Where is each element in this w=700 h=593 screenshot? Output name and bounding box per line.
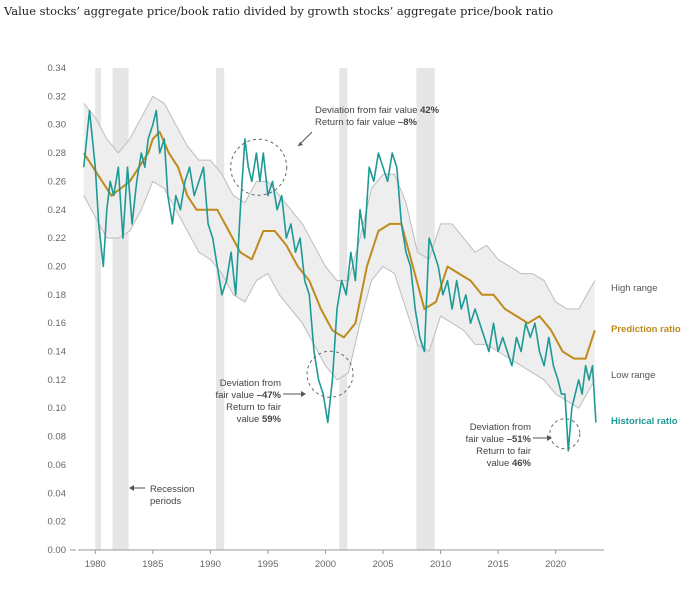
y-tick-label: 0.28	[48, 148, 67, 159]
y-tick-label: 0.20	[48, 261, 67, 272]
deviation-circle	[549, 418, 581, 450]
annotations: Deviation from fair value 42% Return to f…	[129, 105, 552, 507]
y-tick-label: 0.06	[48, 460, 67, 471]
series-lines	[82, 95, 597, 452]
x-tick-label: 1980	[85, 559, 106, 570]
annotation-line: fair value –51%	[466, 434, 532, 445]
y-tick-label: 0.02	[48, 517, 67, 528]
x-tick-label: 2015	[488, 559, 509, 570]
annotation-run: fair value	[216, 390, 257, 401]
historical-ratio-line	[83, 109, 597, 452]
annotation-text: Recession periods	[150, 484, 194, 507]
y-tick-label: 0.32	[48, 91, 67, 102]
high-range-line	[83, 95, 596, 310]
x-tick-label: 2020	[545, 559, 566, 570]
recession-band	[112, 68, 129, 550]
y-tick-label: 0.04	[48, 488, 67, 499]
annotation-arrowhead	[129, 485, 134, 491]
annotation-line: value 59%	[237, 414, 282, 425]
annotation-value: –51%	[507, 434, 532, 445]
annotation-run: value	[487, 458, 512, 469]
annotation-run: fair value	[466, 434, 507, 445]
chart-title: Value stocks’ aggregate price/book ratio…	[4, 4, 554, 18]
fair-value-range-band	[83, 96, 595, 409]
annotation-line: Deviation from fair value 42%	[315, 105, 440, 116]
legend-high-range: High range	[611, 283, 657, 294]
x-tick-label: 2010	[430, 559, 451, 570]
recession-band	[216, 68, 225, 550]
y-tick-label: 0.08	[48, 432, 67, 443]
annotation-line: periods	[150, 496, 181, 507]
deviation-circle	[230, 138, 288, 196]
annotation-line: Deviation from	[220, 378, 281, 389]
annotation-text: Deviation from fair value –51% Return to f…	[466, 422, 532, 469]
annotation-circles	[230, 138, 581, 450]
deviation-circle	[306, 350, 354, 398]
annotation-line: Return to fair	[476, 446, 531, 457]
y-tick-label: 0.12	[48, 375, 67, 386]
annotation-run: Deviation from fair value	[315, 105, 420, 116]
y-tick-label: 0.34	[48, 63, 67, 74]
x-tick-label: 1985	[142, 559, 163, 570]
annotation-value: –8%	[398, 117, 418, 128]
annotation-value: –47%	[257, 390, 282, 401]
legend-historical-ratio: Historical ratio	[611, 416, 678, 427]
annotation-text: Deviation from fair value 42% Return to f…	[315, 105, 440, 128]
annotation-line: Return to fair value –8%	[315, 117, 417, 128]
y-tick-label: 0.00	[48, 545, 67, 556]
y-tick-label: 0.24	[48, 205, 67, 216]
annotation-value: 59%	[262, 414, 282, 425]
annotation-line: value 46%	[487, 458, 532, 469]
x-tick-label: 2000	[315, 559, 336, 570]
annotation-line: Deviation from	[470, 422, 531, 433]
axes: 0.00 0.02 0.04 0.06 0.08 0.10 0.12 0.14 0.16 0.18…	[48, 63, 604, 570]
x-tick-label: 1995	[257, 559, 278, 570]
x-tick-label: 1990	[200, 559, 221, 570]
y-tick-label: 0.26	[48, 176, 67, 187]
annotation-line: fair value –47%	[216, 390, 282, 401]
annotation-value: 42%	[420, 105, 440, 116]
annotation-run: value	[237, 414, 262, 425]
annotation-run: Return to fair value	[315, 117, 398, 128]
y-tick-label: 0.16	[48, 318, 67, 329]
y-tick-label: 0.10	[48, 403, 67, 414]
annotation-arrowhead	[298, 142, 303, 146]
annotation-line: Recession	[150, 484, 194, 495]
annotation-arrowhead	[301, 391, 306, 397]
range-band-fill	[83, 96, 595, 409]
y-tick-label: 0.14	[48, 347, 67, 358]
recession-band	[95, 68, 102, 550]
legend: High range Prediction ratio Low range Histo…	[611, 283, 681, 427]
annotation-line: Return to fair	[226, 402, 281, 413]
y-tick-label: 0.18	[48, 290, 67, 301]
annotation-text: Deviation from fair value –47% Return to f…	[216, 378, 282, 425]
y-tick-label: 0.22	[48, 233, 67, 244]
prediction-ratio-line	[82, 130, 596, 360]
legend-low-range: Low range	[611, 370, 655, 381]
annotation-value: 46%	[512, 458, 532, 469]
legend-prediction-ratio: Prediction ratio	[611, 324, 681, 335]
x-tick-label: 2005	[372, 559, 393, 570]
y-tick-label: 0.30	[48, 120, 67, 131]
annotation-arrowhead	[547, 435, 552, 441]
